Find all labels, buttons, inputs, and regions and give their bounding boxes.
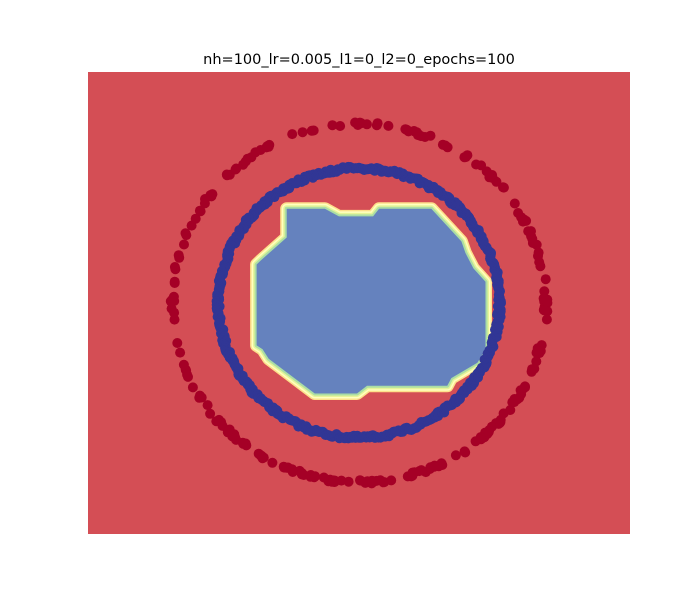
point-class-0 [429, 462, 439, 472]
point-class-0 [174, 253, 184, 263]
point-class-0 [539, 305, 549, 315]
point-class-0 [238, 438, 248, 448]
point-class-0 [194, 393, 204, 403]
point-class-0 [319, 473, 329, 483]
point-class-0 [518, 215, 528, 225]
point-class-0 [223, 427, 233, 437]
point-class-0 [407, 471, 417, 481]
point-class-0 [172, 338, 182, 348]
point-class-0 [297, 468, 307, 478]
point-class-0 [438, 140, 448, 150]
point-class-0 [241, 157, 251, 167]
point-class-0 [375, 475, 385, 485]
point-class-0 [517, 385, 527, 395]
point-class-0 [267, 458, 277, 468]
point-class-0 [298, 127, 308, 137]
point-class-0 [471, 160, 481, 170]
point-class-0 [181, 230, 191, 240]
point-class-0 [262, 141, 272, 151]
point-class-0 [211, 416, 221, 426]
point-class-0 [170, 262, 180, 272]
point-class-0 [183, 372, 193, 382]
point-class-0 [499, 183, 509, 193]
point-class-0 [287, 129, 297, 139]
point-class-0 [175, 348, 185, 358]
point-class-0 [542, 315, 552, 325]
point-class-0 [310, 471, 320, 481]
decision-boundary [257, 209, 486, 394]
class-1-region [257, 209, 486, 394]
point-class-0 [533, 251, 543, 261]
point-class-0 [533, 346, 543, 356]
point-class-0 [528, 238, 538, 248]
point-class-0 [460, 446, 470, 456]
point-class-0 [416, 131, 426, 141]
point-class-0 [307, 126, 317, 136]
point-class-0 [287, 464, 297, 474]
point-class-0 [203, 400, 213, 410]
point-class-0 [507, 397, 517, 407]
point-class-0 [451, 450, 461, 460]
point-class-1 [495, 300, 505, 310]
point-class-0 [542, 296, 552, 306]
point-class-0 [523, 226, 533, 236]
point-class-0 [541, 274, 551, 284]
point-class-0 [169, 308, 179, 318]
point-class-0 [188, 382, 198, 392]
point-class-0 [462, 150, 472, 160]
point-class-0 [170, 277, 180, 287]
point-class-0 [179, 240, 189, 250]
plot-area [88, 72, 630, 534]
point-class-0 [328, 475, 338, 485]
point-class-0 [350, 118, 360, 128]
point-class-0 [166, 296, 176, 306]
point-class-0 [259, 453, 269, 463]
point-class-0 [367, 478, 377, 488]
point-class-0 [179, 360, 189, 370]
point-class-0 [496, 415, 506, 425]
point-class-0 [510, 199, 520, 209]
point-class-0 [484, 172, 494, 182]
point-class-0 [383, 121, 393, 131]
point-class-0 [200, 194, 210, 204]
point-class-0 [529, 364, 539, 374]
point-class-0 [535, 261, 545, 271]
point-class-0 [327, 120, 337, 130]
point-class-0 [222, 170, 232, 180]
point-class-0 [196, 206, 206, 216]
point-class-0 [373, 118, 383, 128]
chart-title: nh=100_lr=0.005_l1=0_l2=0_epochs=100 [203, 52, 515, 68]
point-class-0 [476, 432, 486, 442]
